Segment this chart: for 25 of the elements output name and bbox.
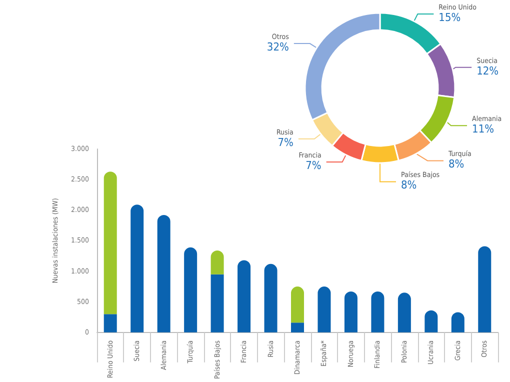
bar	[291, 322, 304, 332]
bar	[238, 260, 251, 332]
bar	[184, 247, 198, 332]
bar	[398, 292, 411, 332]
bar	[264, 264, 278, 332]
data-label: 8%	[401, 178, 417, 192]
bar	[210, 250, 224, 274]
data-label: 15%	[438, 11, 461, 24]
bar	[318, 286, 331, 332]
bar	[291, 286, 304, 323]
data-label: 32%	[266, 40, 289, 54]
bar	[210, 274, 224, 332]
bar	[104, 314, 117, 332]
bar	[344, 291, 358, 332]
bar	[130, 204, 144, 332]
bar	[371, 291, 384, 332]
data-label: 11%	[472, 122, 494, 136]
bar	[424, 310, 438, 332]
bar	[478, 246, 492, 332]
data-label: 7%	[278, 136, 294, 149]
data-label: 7%	[306, 158, 322, 172]
bar	[104, 172, 117, 314]
data-label: 8%	[448, 158, 464, 171]
bar	[157, 215, 170, 332]
data-label: 12%	[476, 64, 499, 78]
